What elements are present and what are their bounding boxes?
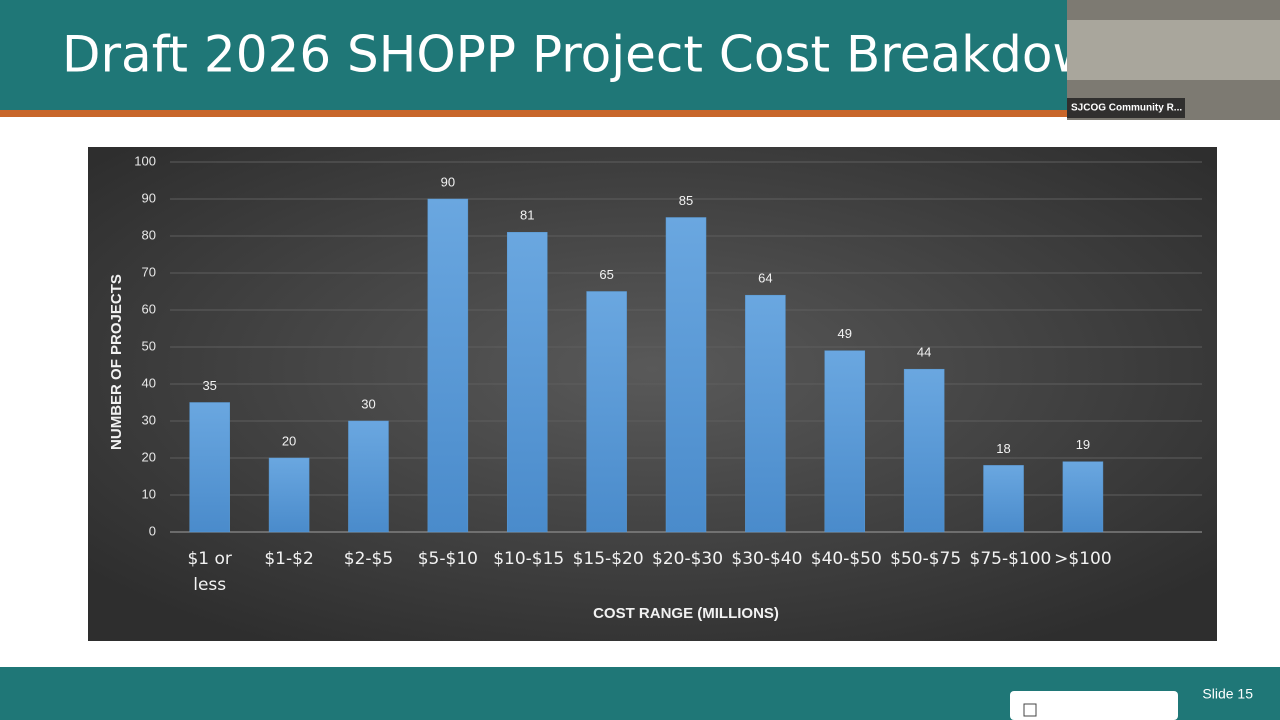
y-tick-label: 60 [142,301,156,316]
data-label: 18 [996,441,1010,456]
bar [268,457,310,533]
video-label-bg [1067,98,1185,118]
bar [983,465,1024,533]
x-tick-label: $30-$40 [731,549,803,569]
bar [665,217,707,533]
x-tick-label: $40-$50 [810,549,882,569]
x-tick-label: $50-$75 [890,549,962,569]
header-bar [0,0,1067,110]
data-label: 85 [679,193,693,208]
x-tick-label: $2-$5 [343,549,394,569]
x-tick-label: $75-$100 [969,549,1052,569]
data-label: 20 [282,433,296,448]
slide-title: Draft 2026 SHOPP Project Cost Breakdown [62,26,1125,84]
data-label: 44 [917,345,931,360]
x-tick-label: $1 or less [187,549,232,595]
x-tick-label: $10-$15 [493,549,565,569]
expand-icon[interactable] [1023,703,1037,717]
slide-number: Slide 15 [1202,686,1253,702]
bar [348,420,389,533]
bar [189,402,230,533]
data-label: 49 [838,326,852,341]
y-tick-label: 50 [142,338,156,353]
y-tick-label: 100 [134,153,156,168]
chart-panel [88,147,1217,641]
bar [903,368,945,533]
x-axis-label: COST RANGE (MILLIONS) [593,605,779,622]
x-tick-label: $20-$30 [652,549,724,569]
data-label: 81 [520,208,534,223]
video-scene [1067,20,1280,80]
bar [586,291,627,533]
data-label: 19 [1076,437,1090,452]
header-stripe [0,110,1067,117]
y-tick-label: 40 [142,375,156,390]
bar [824,350,866,533]
bar [506,232,548,533]
x-tick-label: >$100 [1054,549,1112,569]
x-tick-label: $1-$2 [264,549,314,569]
plot: 0 10 20 30 40 50 60 70 80 90 100 NUMBER OF PROJECTS… [108,153,1202,622]
data-label: 64 [758,271,772,286]
y-tick-label: 20 [142,449,156,464]
data-label: 30 [361,396,375,411]
y-tick-label: 70 [142,264,156,279]
y-tick-label: 80 [142,227,156,242]
bar [1062,461,1104,533]
bar [745,294,786,533]
video-label: SJCOG Community R... [1071,103,1182,114]
bar [427,198,469,533]
data-label: 90 [441,174,455,189]
x-tick-label: $5-$10 [417,549,478,569]
toolbar-box[interactable] [1010,691,1178,720]
y-tick-label: 30 [142,412,156,427]
data-label: 65 [599,267,613,282]
y-tick-label: 90 [142,190,156,205]
data-label: 35 [202,378,216,393]
x-tick-label: $15-$20 [572,549,644,569]
y-tick-label: 10 [142,486,156,501]
y-tick-label: 0 [149,523,156,538]
y-axis-label: NUMBER OF PROJECTS [108,274,125,450]
